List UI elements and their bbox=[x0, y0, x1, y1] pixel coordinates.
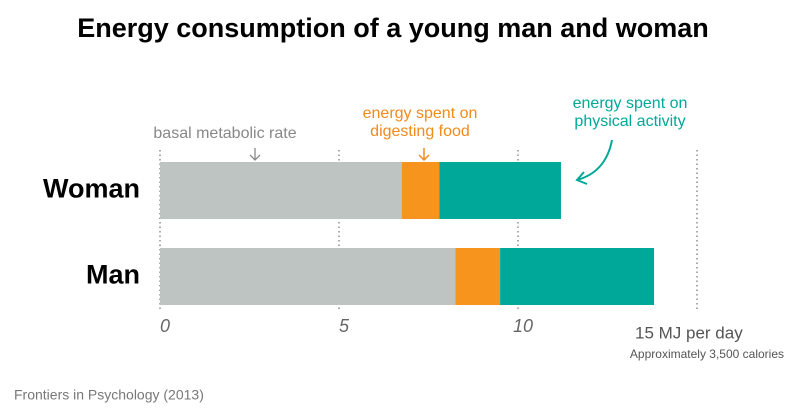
category-label: Woman bbox=[43, 174, 140, 204]
x-note: Approximately 3,500 calories bbox=[630, 347, 784, 361]
x-tick-label: 15 MJ per day bbox=[635, 323, 743, 342]
bar-segment bbox=[455, 248, 501, 305]
arrow bbox=[418, 148, 430, 162]
bar-segment bbox=[500, 248, 655, 305]
x-tick-label: 0 bbox=[160, 316, 170, 336]
x-tick-label: 5 bbox=[339, 316, 350, 336]
annotation: physical activity bbox=[574, 113, 685, 130]
chart-title: Energy consumption of a young man and wo… bbox=[77, 13, 709, 43]
bar-segment bbox=[439, 162, 561, 219]
annotation: energy spent on bbox=[573, 95, 688, 112]
bar-segment bbox=[401, 162, 440, 219]
category-label: Man bbox=[86, 260, 140, 290]
bar-segment bbox=[160, 162, 402, 219]
bar-segment bbox=[160, 248, 456, 305]
annotation: energy spent on bbox=[363, 105, 478, 122]
x-tick-label: 10 bbox=[513, 316, 533, 336]
arrow bbox=[249, 148, 261, 161]
annotation: basal metabolic rate bbox=[153, 125, 296, 142]
source: Frontiers in Psychology (2013) bbox=[14, 387, 204, 403]
annotation: digesting food bbox=[370, 123, 470, 140]
arrow bbox=[575, 139, 613, 185]
